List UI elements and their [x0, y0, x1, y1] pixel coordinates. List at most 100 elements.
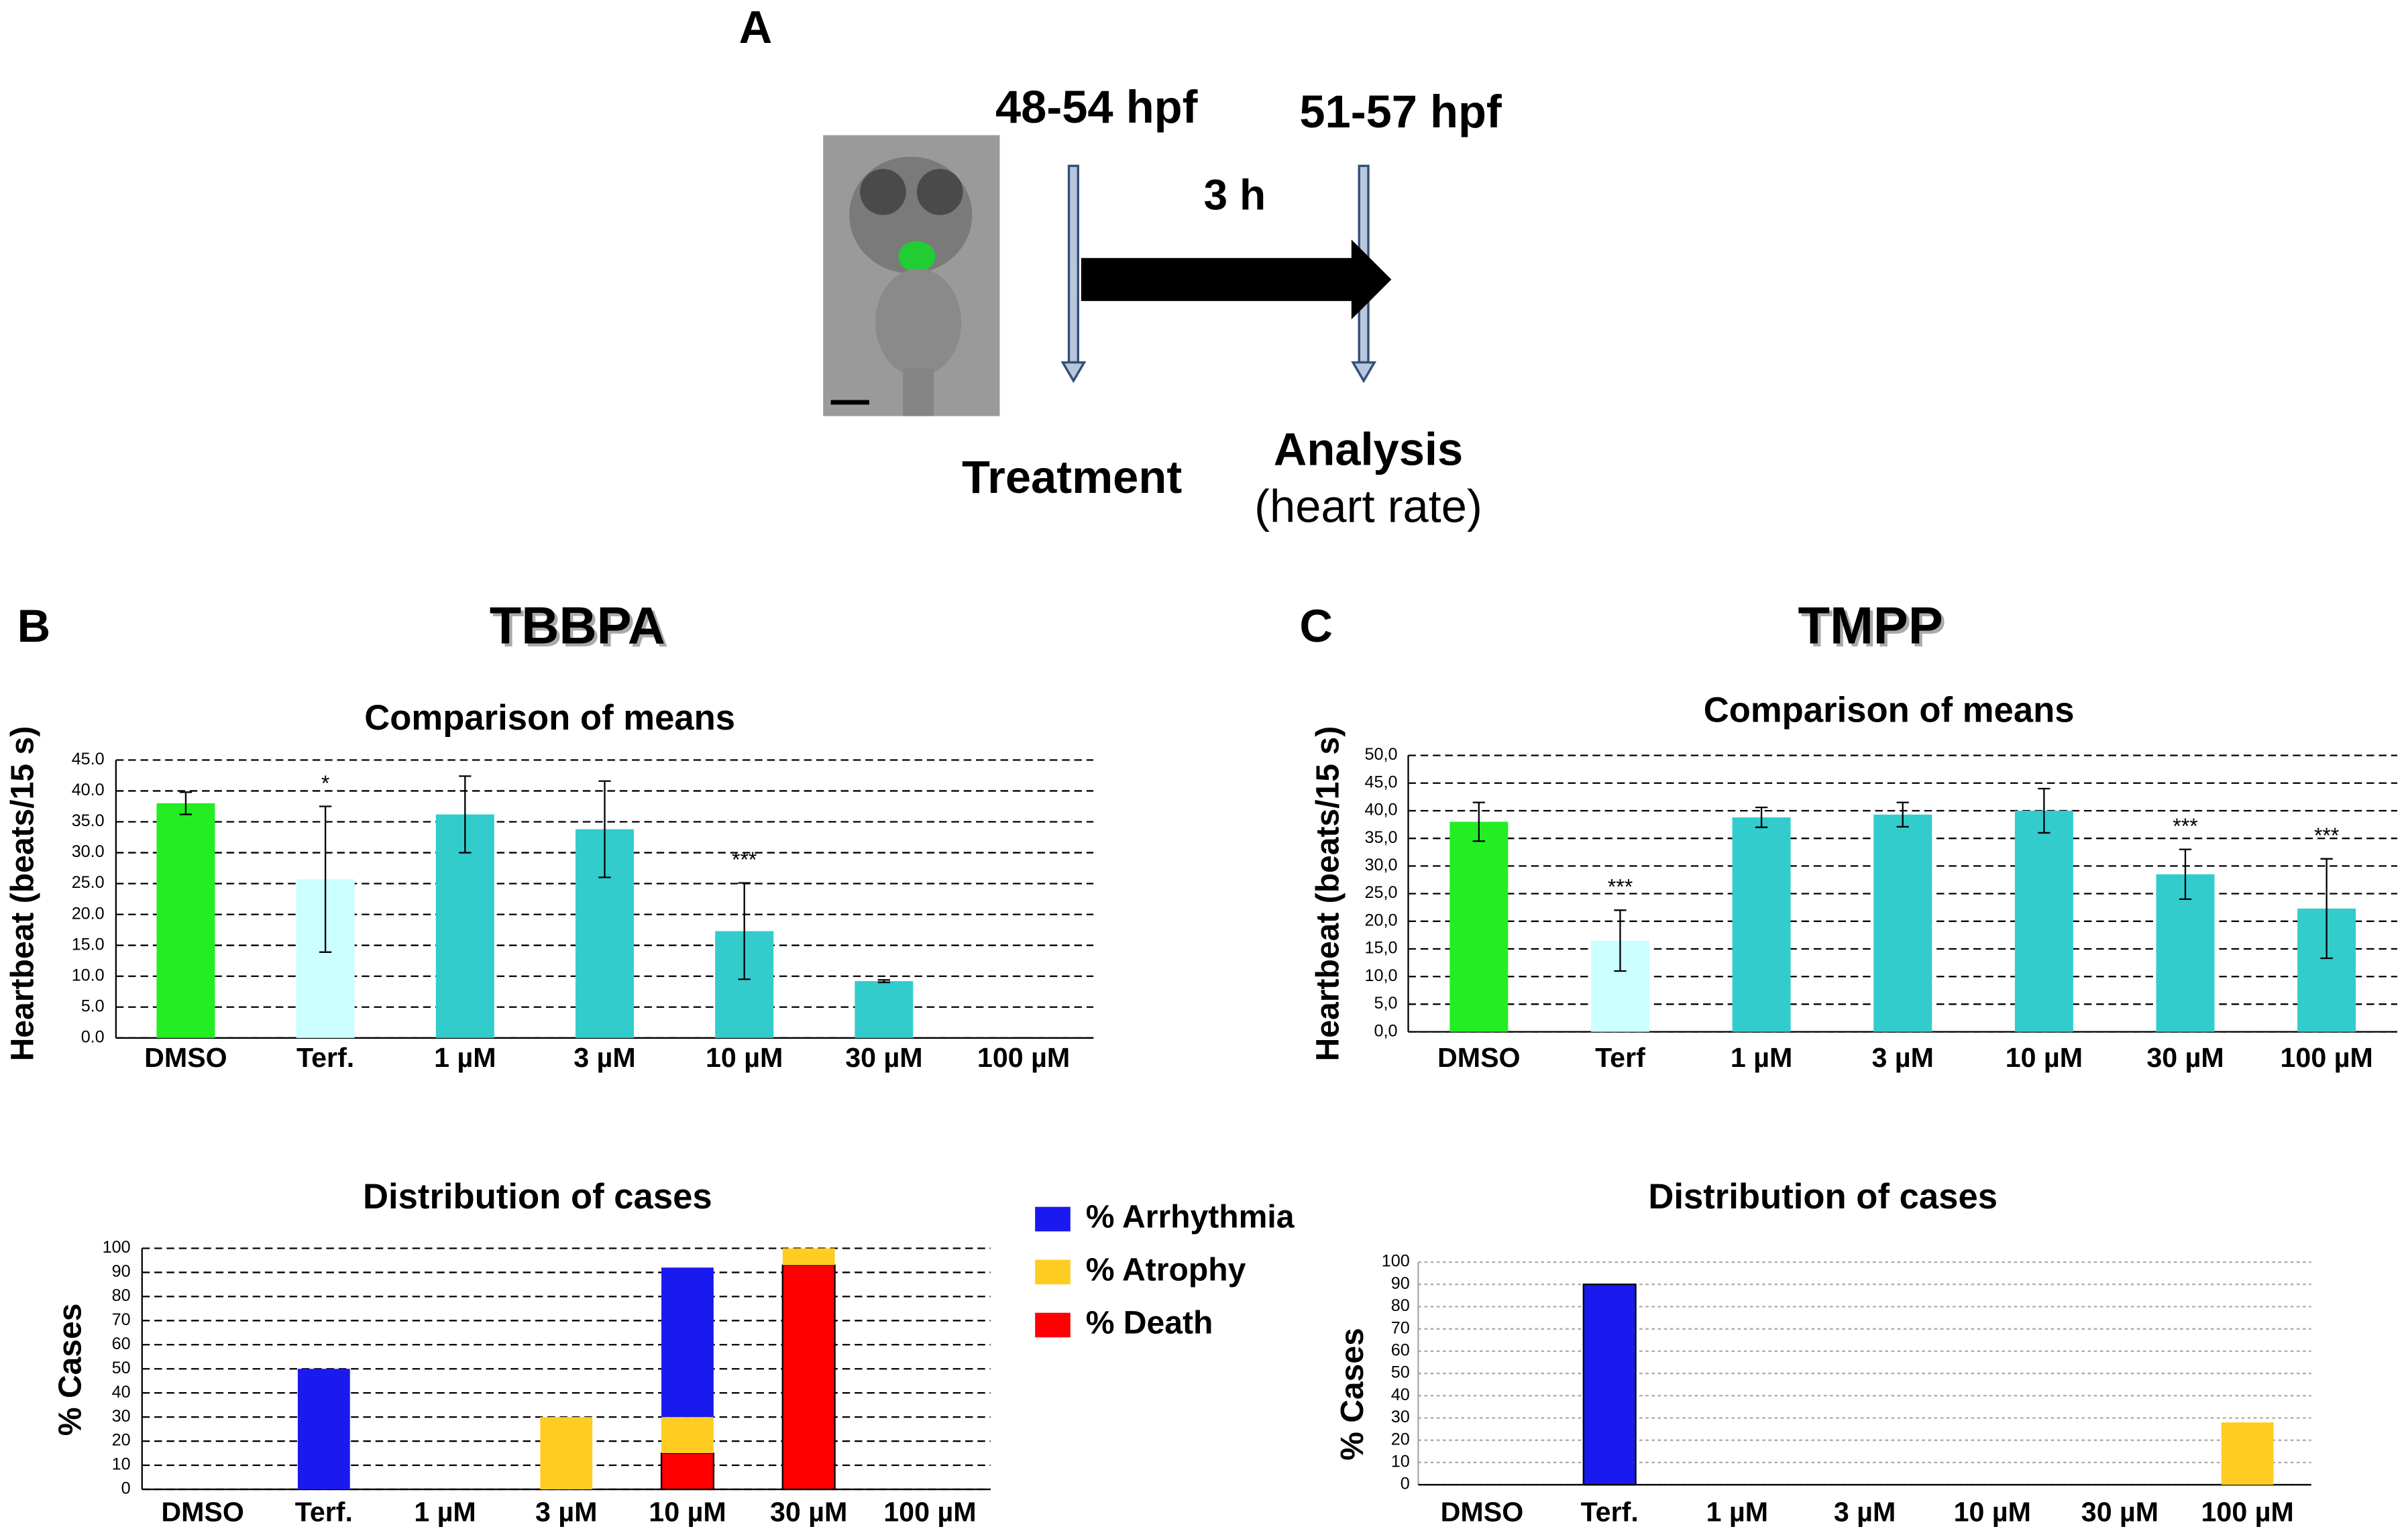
y-tick-label: 20.0: [72, 904, 105, 923]
error-bar: [179, 791, 193, 815]
x-tick-label: Terf: [1595, 1042, 1645, 1073]
x-tick-label: 30 µM: [845, 1042, 922, 1073]
x-tick-label: 10 µM: [1954, 1496, 2031, 1527]
significance: ***: [2314, 823, 2339, 848]
y-tick-label: 25,0: [1364, 883, 1397, 902]
error-bar: [1472, 801, 1485, 842]
y-tick-label: 30,0: [1364, 856, 1397, 874]
significance: ***: [2173, 814, 2197, 838]
x-tick-label: DMSO: [1441, 1496, 1524, 1527]
legend-label: % Atrophy: [1086, 1252, 1246, 1288]
y-tick-label: 45.0: [72, 750, 105, 768]
significance: ***: [1608, 875, 1633, 899]
start-time: 48-54 hpf: [995, 81, 1198, 133]
y-tick-label: 30: [112, 1407, 131, 1426]
y-tick-label: 40: [1391, 1385, 1410, 1404]
y-tick-label: 30.0: [72, 842, 105, 861]
legend-swatch: [1035, 1206, 1071, 1232]
bar-segment: [660, 1452, 715, 1491]
x-tick-label: 1 µM: [1731, 1042, 1792, 1073]
chart-title: Comparison of means: [1704, 690, 2075, 730]
x-tick-label: 30 µM: [2146, 1042, 2224, 1073]
bar-segment: [661, 1417, 714, 1454]
bar-segment: [1582, 1284, 1637, 1486]
x-tick-label: 100 µM: [2281, 1042, 2373, 1073]
error-bar: [2038, 787, 2050, 834]
error-bar: [2179, 848, 2192, 900]
y-tick-label: 40: [112, 1383, 131, 1402]
panel-title: TBBPA: [490, 597, 665, 654]
y-tick-label: 30: [1391, 1408, 1410, 1426]
error-bar: [319, 805, 332, 953]
y-tick-label: 90: [1391, 1274, 1410, 1293]
panel-title: TMPP: [1798, 597, 1943, 654]
chart-title: Comparison of means: [364, 698, 735, 738]
x-tick-label: 3 µM: [573, 1042, 635, 1073]
significance: *: [321, 771, 329, 795]
error-bar: [1896, 801, 1909, 828]
y-tick-label: 5,0: [1374, 994, 1397, 1013]
y-tick-label: 40,0: [1364, 801, 1397, 819]
duration: 3 h: [1203, 170, 1266, 219]
bar: [2014, 810, 2073, 1032]
error-bar: [1614, 909, 1627, 972]
y-tick-label: 50,0: [1364, 745, 1397, 764]
y-tick-label: 100: [103, 1238, 131, 1257]
y-tick-label: 90: [112, 1262, 131, 1281]
y-tick-label: 60: [1391, 1341, 1410, 1360]
y-tick-label: 0.0: [81, 1027, 105, 1046]
bar-segment: [781, 1264, 836, 1491]
y-axis-label: Heartbeat (beats/15 s): [4, 726, 40, 1062]
panel-title-shadow: TMPP: [1801, 600, 1946, 658]
y-tick-label: 20: [112, 1431, 131, 1450]
panel-title-shadow: TBBPA: [492, 600, 668, 658]
bar-segment: [2221, 1422, 2274, 1485]
y-tick-label: 70: [1391, 1318, 1410, 1337]
y-axis-label: % Cases: [52, 1303, 88, 1436]
y-tick-label: 40.0: [72, 781, 105, 799]
time-arrow: [1081, 239, 1392, 320]
y-tick-label: 50: [112, 1359, 131, 1377]
panel-label: B: [17, 600, 51, 652]
y-tick-label: 60: [112, 1334, 131, 1353]
y-tick-label: 70: [112, 1310, 131, 1329]
x-tick-label: Terf.: [1581, 1496, 1639, 1527]
x-tick-label: 10 µM: [706, 1042, 783, 1073]
y-tick-label: 0: [1401, 1475, 1410, 1493]
y-tick-label: 35.0: [72, 811, 105, 830]
y-tick-label: 35,0: [1364, 828, 1397, 847]
bar-segment: [297, 1369, 350, 1489]
x-tick-label: 10 µM: [649, 1496, 726, 1527]
x-tick-label: DMSO: [144, 1042, 227, 1073]
y-tick-label: 15.0: [72, 935, 105, 954]
y-axis-label: Heartbeat (beats/15 s): [1309, 726, 1346, 1062]
y-axis-label: % Cases: [1334, 1328, 1370, 1461]
end-time: 51-57 hpf: [1299, 86, 1502, 137]
x-tick-label: DMSO: [161, 1496, 244, 1527]
error-bar: [598, 780, 611, 878]
legend-label: % Death: [1086, 1305, 1213, 1341]
bar-segment: [661, 1267, 714, 1418]
x-tick-label: 30 µM: [2081, 1496, 2158, 1527]
x-tick-label: 100 µM: [883, 1496, 976, 1527]
error-bar: [459, 775, 472, 854]
bar: [855, 981, 914, 1038]
x-tick-label: 1 µM: [414, 1496, 476, 1527]
panel-label: C: [1299, 600, 1333, 652]
chart-title: Distribution of cases: [363, 1177, 712, 1216]
y-tick-label: 80: [112, 1286, 131, 1305]
x-tick-label: 30 µM: [770, 1496, 847, 1527]
x-tick-label: 100 µM: [2201, 1496, 2294, 1527]
bar-segment: [782, 1248, 835, 1265]
y-tick-label: 10.0: [72, 966, 105, 984]
x-tick-label: 3 µM: [1834, 1496, 1896, 1527]
chart-title: Distribution of cases: [1648, 1177, 1997, 1216]
y-tick-label: 25.0: [72, 873, 105, 892]
error-bar: [1755, 806, 1768, 828]
legend-label: % Arrhythmia: [1086, 1199, 1295, 1235]
y-tick-label: 10: [1391, 1453, 1410, 1471]
y-tick-label: 10: [112, 1455, 131, 1474]
treatment-label: Treatment: [962, 451, 1182, 503]
y-tick-label: 100: [1382, 1252, 1410, 1271]
